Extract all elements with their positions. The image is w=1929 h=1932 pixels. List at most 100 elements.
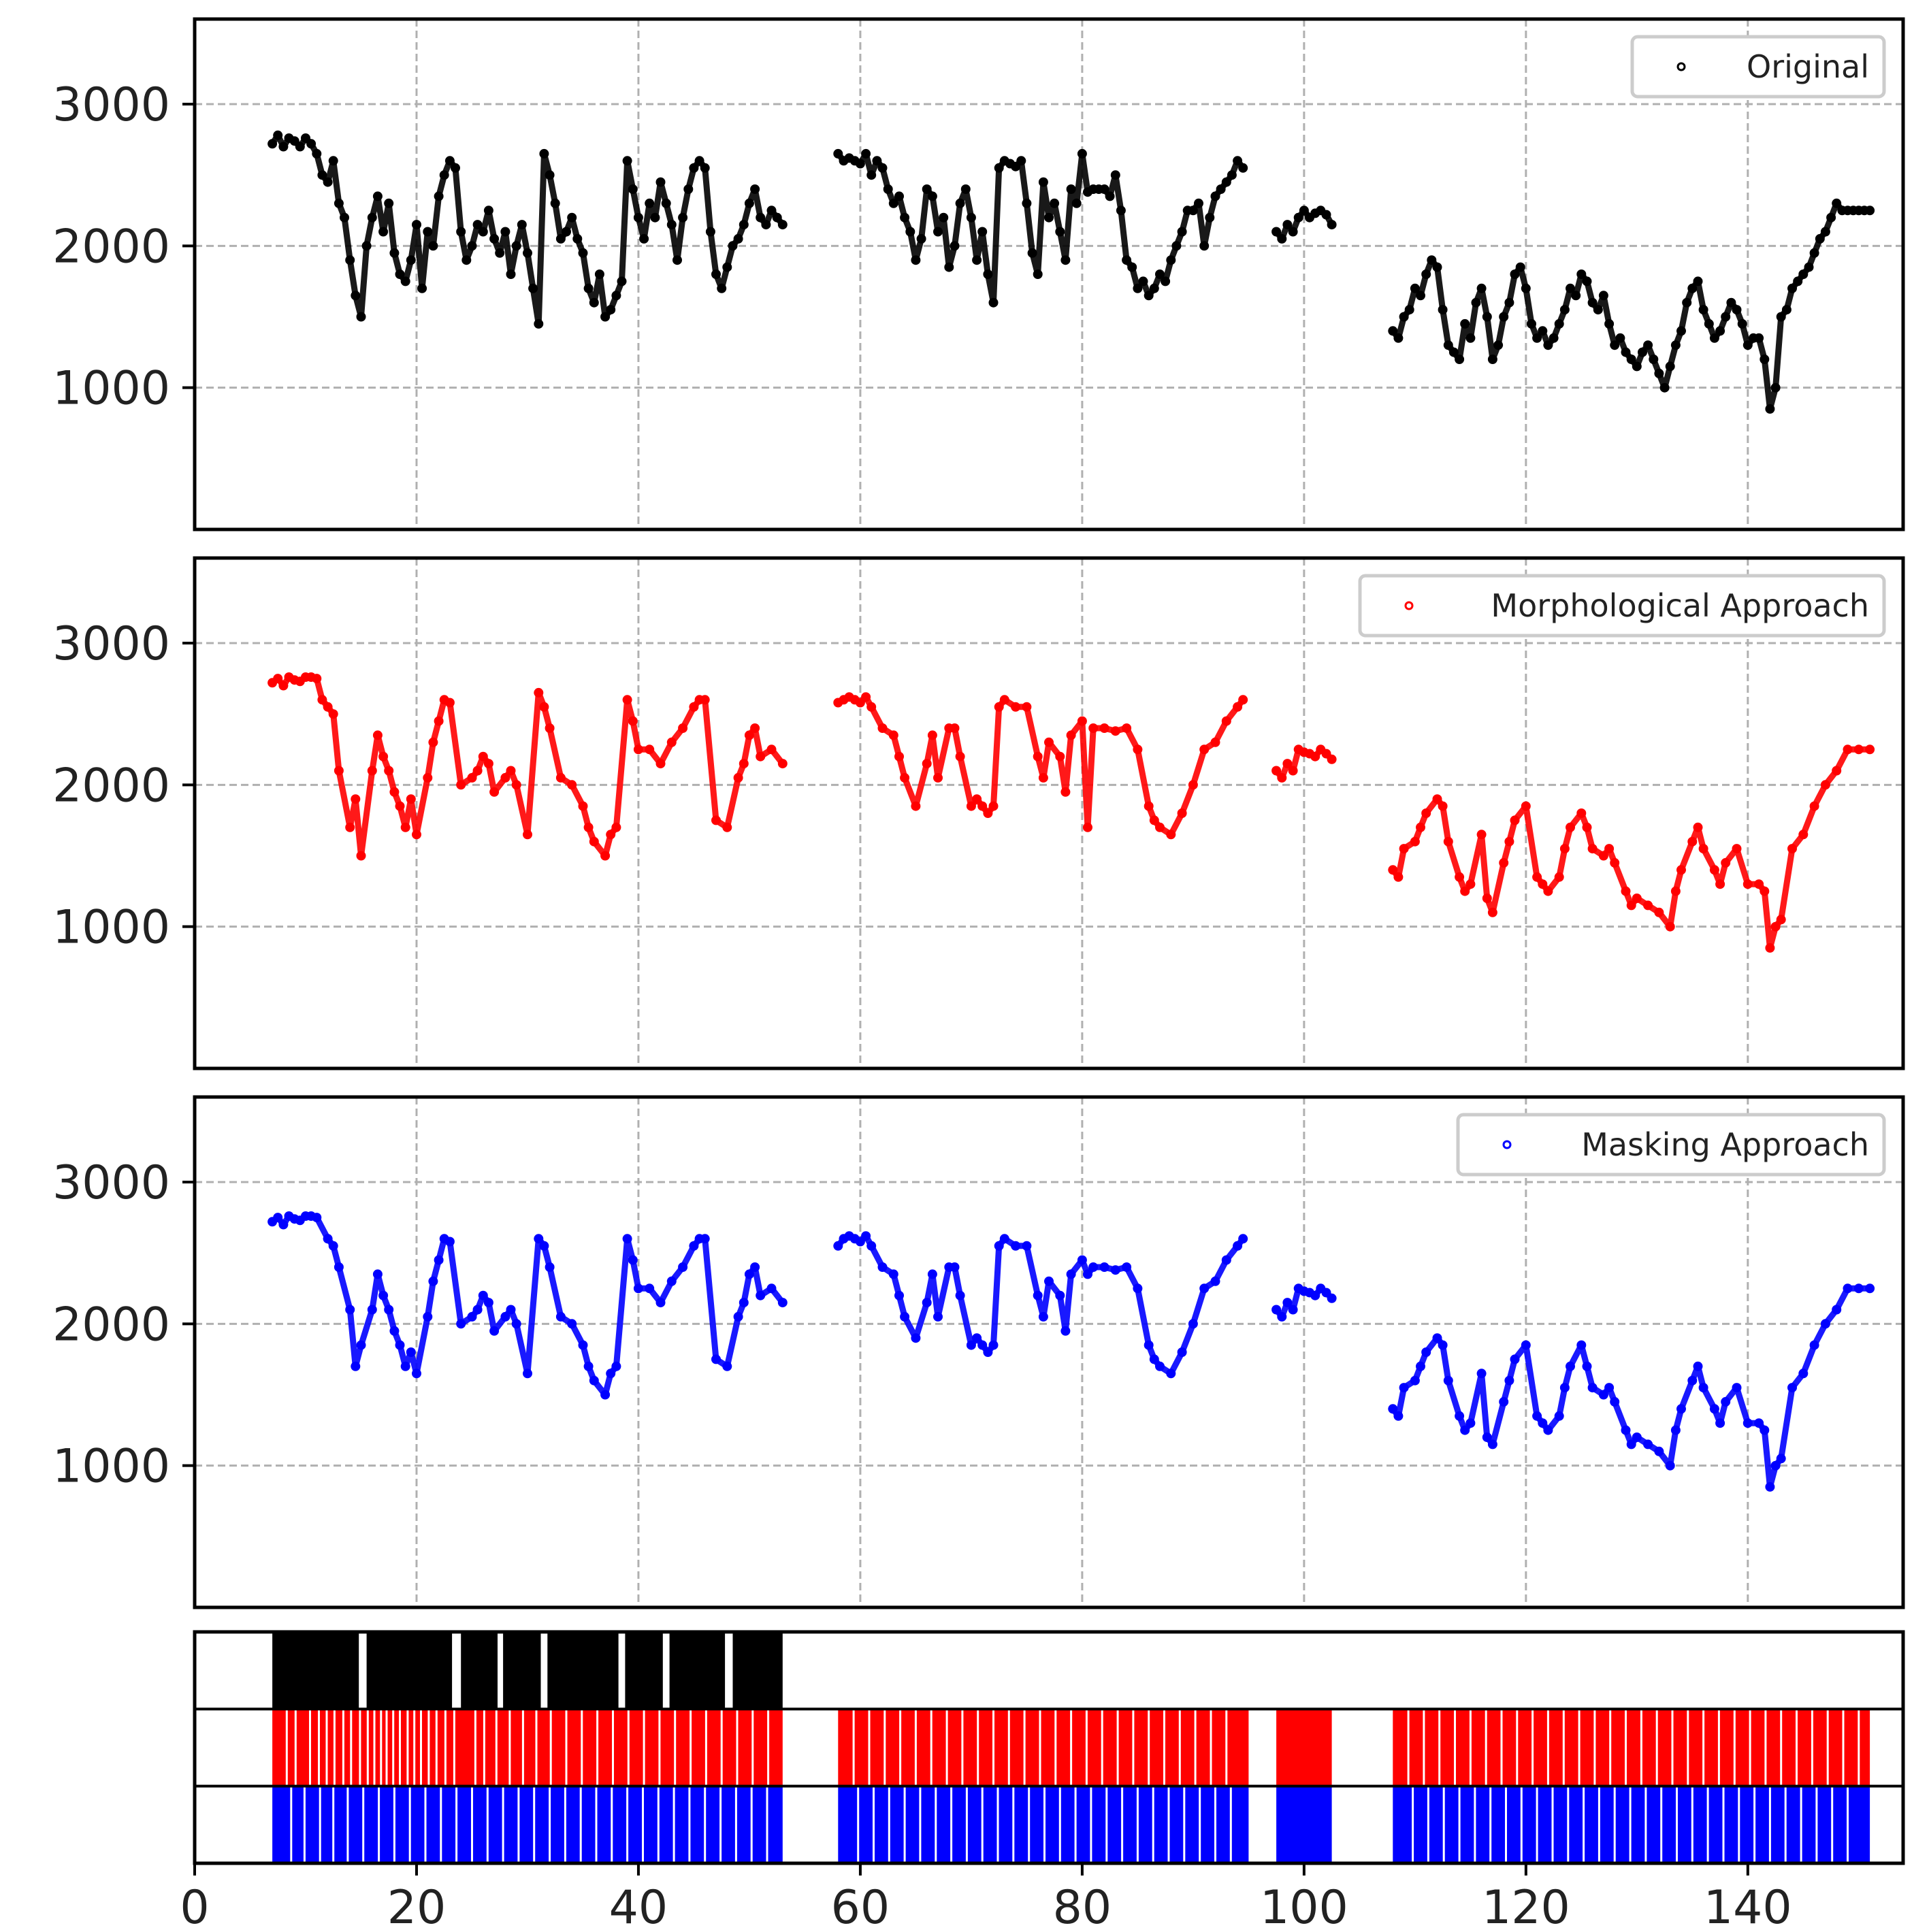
- data-point: [583, 1361, 594, 1371]
- series-trace: [269, 674, 786, 859]
- data-point: [1233, 702, 1243, 712]
- data-point: [1199, 241, 1210, 251]
- x-tick-label: 20: [387, 1881, 447, 1929]
- data-point: [950, 723, 960, 733]
- data-point: [1077, 716, 1087, 726]
- axes-frame: [193, 17, 1905, 531]
- data-point: [511, 780, 521, 790]
- legend-box: [1630, 35, 1886, 99]
- data-point: [1554, 1411, 1564, 1421]
- data-point: [777, 1298, 788, 1308]
- data-point: [1776, 312, 1786, 322]
- data-point: [1742, 340, 1753, 350]
- data-point: [1865, 206, 1875, 216]
- data-point: [750, 1262, 760, 1272]
- data-point: [1532, 1411, 1542, 1421]
- data-point: [1721, 1396, 1731, 1407]
- data-point: [578, 1340, 588, 1350]
- data-point: [1559, 1383, 1570, 1393]
- data-point: [750, 184, 760, 194]
- legend: Masking Approach: [1456, 1113, 1886, 1177]
- data-point: [1610, 1396, 1620, 1407]
- data-point: [977, 227, 988, 237]
- data-point: [1543, 886, 1553, 896]
- data-point: [489, 787, 500, 797]
- data-point: [655, 1298, 666, 1308]
- data-point: [534, 318, 544, 329]
- data-point: [495, 248, 505, 258]
- data-point: [1754, 879, 1764, 889]
- data-point: [1410, 836, 1420, 847]
- data-point: [334, 1262, 344, 1272]
- data-point: [1632, 894, 1642, 903]
- legend-label: Morphological Approach: [1491, 587, 1869, 624]
- data-point: [1122, 723, 1132, 733]
- data-point: [1027, 248, 1037, 258]
- data-point: [1670, 340, 1681, 350]
- data-point: [1853, 744, 1864, 755]
- x-tick-label: 140: [1704, 1881, 1792, 1929]
- data-point: [1438, 801, 1448, 811]
- x-tick-label: 0: [180, 1881, 209, 1929]
- data-point: [1566, 1361, 1575, 1371]
- data-point: [1510, 1354, 1520, 1364]
- data-point: [1404, 305, 1414, 315]
- data-point: [1110, 726, 1120, 736]
- data-point: [1754, 333, 1764, 343]
- data-point: [733, 772, 743, 783]
- data-point: [1576, 1340, 1587, 1350]
- data-point: [894, 191, 904, 201]
- data-point: [389, 787, 400, 797]
- data-point: [1410, 1375, 1420, 1386]
- data-point: [1493, 340, 1504, 350]
- data-point: [278, 1219, 289, 1230]
- data-point: [489, 233, 500, 244]
- data-point: [711, 815, 721, 825]
- data-point: [295, 142, 305, 152]
- y-tick-label: 2000: [52, 759, 170, 813]
- x-tick-label: 80: [1053, 1881, 1112, 1929]
- data-point: [506, 766, 516, 776]
- data-point: [1221, 1255, 1231, 1265]
- data-point: [1399, 312, 1409, 322]
- data-point: [444, 1237, 455, 1247]
- x-tick-label: 60: [831, 1881, 890, 1929]
- series-trace: [1389, 200, 1873, 412]
- data-point: [911, 1333, 921, 1343]
- data-point: [756, 212, 766, 223]
- data-point: [1693, 276, 1703, 286]
- data-point: [1055, 1290, 1065, 1300]
- data-point: [323, 1234, 333, 1244]
- data-point: [933, 227, 943, 237]
- data-point: [406, 1347, 416, 1357]
- data-point: [1566, 822, 1575, 832]
- data-point: [1643, 340, 1653, 350]
- data-point: [1438, 305, 1448, 315]
- data-point: [361, 241, 372, 251]
- data-point: [1144, 801, 1154, 811]
- data-point: [1665, 361, 1675, 372]
- data-point: [567, 1319, 577, 1329]
- data-point: [722, 1361, 732, 1371]
- data-point: [428, 737, 438, 747]
- legend-marker: [1676, 62, 1686, 71]
- data-point: [972, 1333, 982, 1343]
- y-tick-label: 3000: [52, 617, 170, 671]
- data-point: [1504, 836, 1514, 847]
- data-point: [400, 276, 410, 286]
- data-point: [650, 212, 660, 223]
- data-point: [1310, 751, 1320, 762]
- data-point: [888, 730, 898, 740]
- data-point: [922, 184, 932, 194]
- data-point: [1632, 1432, 1642, 1442]
- data-point: [722, 822, 732, 832]
- data-point: [1011, 161, 1021, 171]
- data-point: [1587, 297, 1598, 308]
- coverage-interval: [1276, 1786, 1332, 1863]
- data-point: [927, 191, 937, 201]
- data-point: [478, 1290, 488, 1300]
- data-point: [645, 198, 655, 208]
- data-point: [1038, 177, 1048, 187]
- data-point: [972, 794, 982, 804]
- data-point: [1643, 1439, 1653, 1450]
